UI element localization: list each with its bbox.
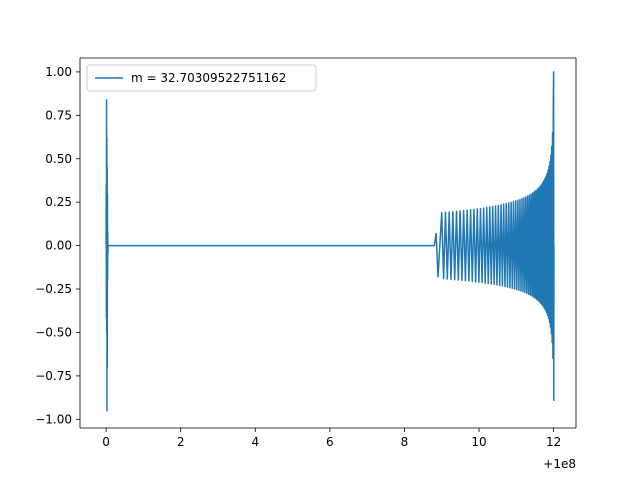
y-tick-label: 0.25 [45, 195, 72, 209]
y-tick-label: −0.50 [35, 325, 72, 339]
x-tick-label: 12 [546, 435, 561, 449]
y-tick-label: −0.75 [35, 369, 72, 383]
y-tick-label: 1.00 [45, 65, 72, 79]
y-tick-label: 0.75 [45, 108, 72, 122]
y-tick-label: −1.00 [35, 412, 72, 426]
legend: m = 32.70309522751162 [86, 64, 317, 92]
series-line [105, 71, 555, 412]
x-tick-label: 10 [471, 435, 486, 449]
x-tick-label: 0 [102, 435, 110, 449]
x-tick-label: 8 [401, 435, 409, 449]
y-tick-label: 0.50 [45, 152, 72, 166]
x-offset-label: +1e8 [543, 457, 576, 471]
x-tick-label: 2 [177, 435, 185, 449]
y-tick-label: −0.25 [35, 282, 72, 296]
series-layer [105, 71, 555, 412]
x-tick-label: 6 [326, 435, 334, 449]
legend-label: m = 32.70309522751162 [131, 71, 286, 85]
axes-layer: 0 2 4 6 8 10 12 +1e8 −1.00 −0.75 −0.50 −0.25 0.00 0.2… [35, 57, 577, 471]
x-tick-label: 4 [251, 435, 259, 449]
y-tick-label: 0.00 [45, 239, 72, 253]
legend-box [86, 64, 317, 92]
